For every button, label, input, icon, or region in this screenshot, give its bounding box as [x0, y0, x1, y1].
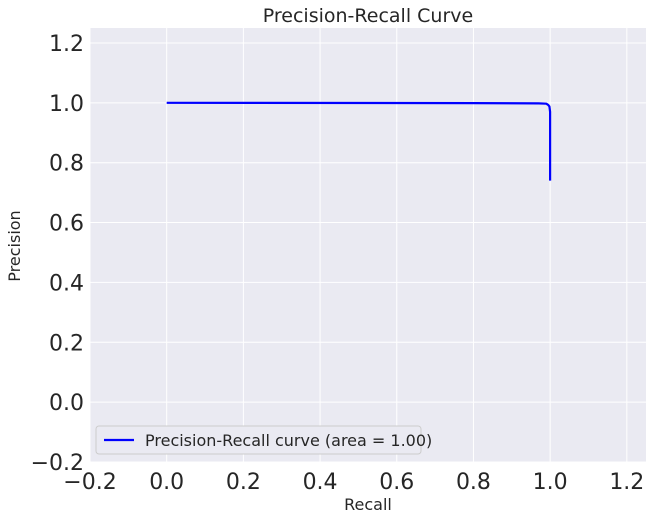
y-tick-label: 0.0 — [49, 391, 84, 416]
y-tick-label: −0.2 — [31, 451, 84, 476]
x-tick-label: 1.2 — [609, 470, 644, 495]
series-layer — [166, 101, 552, 181]
y-tick-labels: −0.2 0.0 0.2 0.4 0.6 0.8 1.0 1.2 — [31, 32, 84, 476]
x-tick-label: 0.6 — [379, 470, 414, 495]
x-tick-label: 0.0 — [149, 470, 184, 495]
x-tick-label: 0.4 — [303, 470, 338, 495]
x-tick-label: 0.2 — [226, 470, 261, 495]
y-tick-label: 0.4 — [49, 271, 84, 296]
y-axis-label: Precision — [5, 210, 24, 281]
x-tick-label: 0.8 — [456, 470, 491, 495]
y-tick-label: 0.8 — [49, 152, 84, 177]
legend-label: Precision-Recall curve (area = 1.00) — [145, 431, 432, 450]
legend: Precision-Recall curve (area = 1.00) — [95, 425, 432, 455]
x-axis-label: Recall — [344, 495, 392, 514]
plot-background — [90, 28, 646, 462]
y-tick-label: 1.0 — [49, 92, 84, 117]
y-tick-label: 1.2 — [49, 32, 84, 57]
x-tick-labels: −0.2 0.0 0.2 0.4 0.6 0.8 1.0 1.2 — [63, 470, 644, 495]
chart-title: Precision-Recall Curve — [263, 5, 473, 27]
pr-curve-line — [166, 101, 552, 181]
legend-box — [95, 425, 422, 455]
y-tick-label: 0.6 — [49, 212, 84, 237]
y-tick-label: 0.2 — [49, 331, 84, 356]
x-tick-label: 1.0 — [533, 470, 568, 495]
x-tick-label: −0.2 — [63, 470, 116, 495]
grid-lines — [89, 28, 646, 463]
